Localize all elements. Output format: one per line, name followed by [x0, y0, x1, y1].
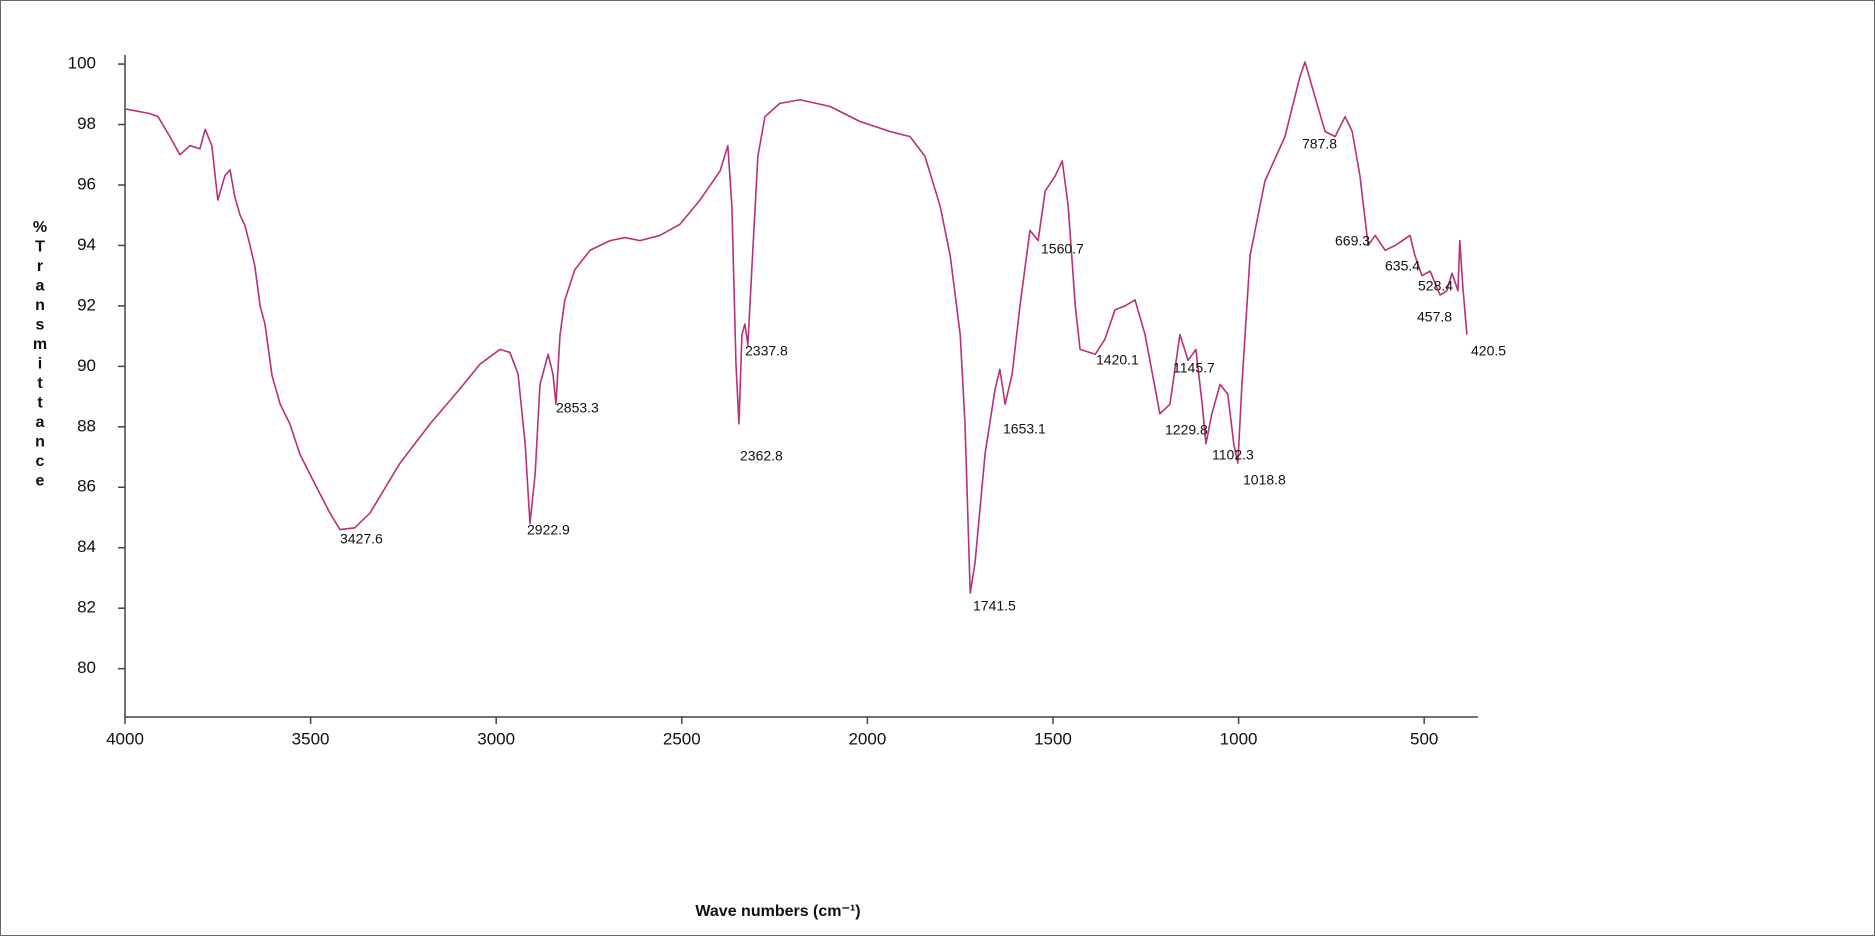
y-tick-label: 94 — [77, 235, 96, 254]
y-tick-label: 88 — [77, 416, 96, 435]
spectrum-line — [124, 61, 1468, 594]
peak-label: 1741.5 — [973, 598, 1016, 614]
peak-label: 1560.7 — [1041, 241, 1084, 257]
peak-label: 1420.1 — [1096, 352, 1139, 368]
y-tick-label: 86 — [77, 477, 96, 496]
x-tick-label: 2500 — [663, 729, 701, 748]
peak-label: 1653.1 — [1003, 421, 1046, 437]
peak-label: 2362.8 — [740, 448, 783, 464]
x-tick-label: 2000 — [848, 729, 886, 748]
x-tick-label: 3000 — [477, 729, 515, 748]
x-axis-title: Wave numbers (cm⁻¹) — [695, 903, 860, 920]
peak-label: 669.3 — [1335, 233, 1370, 249]
peak-label: 528.4 — [1418, 278, 1453, 294]
y-tick-label: 84 — [77, 537, 96, 556]
y-tick-label: 90 — [77, 356, 96, 375]
x-tick-label: 3500 — [292, 729, 330, 748]
peak-label: 1229.8 — [1165, 422, 1208, 438]
peak-label: 420.5 — [1471, 343, 1506, 359]
peak-label: 2337.8 — [745, 343, 788, 359]
x-tick-label: 1500 — [1034, 729, 1072, 748]
peak-label: 457.8 — [1417, 309, 1452, 325]
y-tick-label: 96 — [77, 174, 96, 193]
peak-label: 2853.3 — [556, 400, 599, 416]
peak-label: 787.8 — [1302, 136, 1337, 152]
y-tick-label: 80 — [77, 658, 96, 677]
y-tick-label: 92 — [77, 295, 96, 314]
peak-label: 2922.9 — [527, 522, 570, 538]
peak-label: 1145.7 — [1173, 360, 1215, 376]
peak-label: 1102.3 — [1212, 447, 1254, 463]
x-tick-label: 1000 — [1220, 729, 1258, 748]
x-tick-label: 500 — [1410, 729, 1438, 748]
peak-label: 3427.6 — [340, 531, 383, 547]
y-tick-label: 100 — [68, 54, 96, 73]
peak-label: 635.4 — [1385, 258, 1420, 274]
x-tick-label: 4000 — [106, 729, 144, 748]
y-tick-label: 82 — [77, 598, 96, 617]
peak-label: 1018.8 — [1243, 472, 1286, 488]
y-tick-label: 98 — [77, 114, 96, 133]
